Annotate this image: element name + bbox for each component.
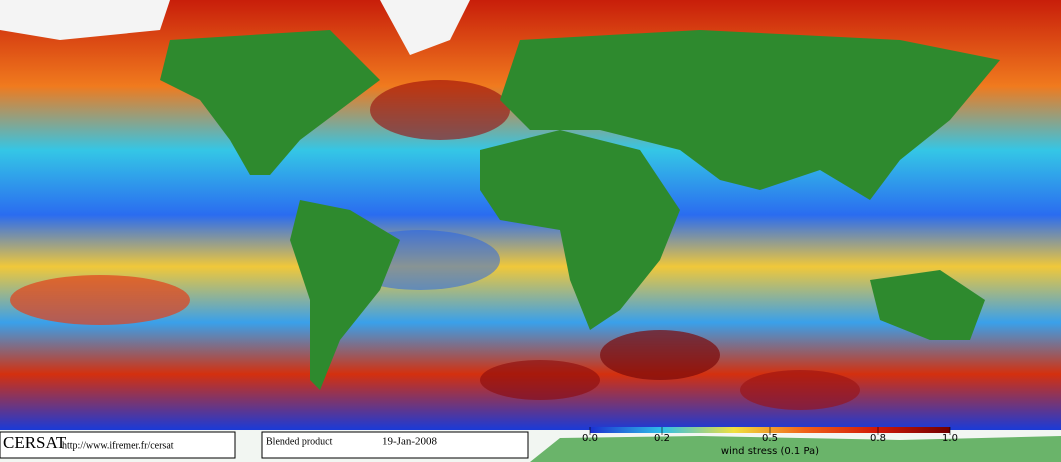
wind-field — [740, 370, 860, 410]
north-america — [160, 30, 380, 175]
wind-field — [370, 80, 510, 140]
product-box — [261, 431, 529, 459]
colorbar-label: wind stress (0.1 Pa) — [721, 446, 819, 457]
product: Blended product — [266, 436, 333, 447]
colorbar-tick-label: 1.0 — [942, 433, 958, 444]
eurasia — [500, 30, 1000, 200]
legend-bar: CERSAT http://www.ifremer.fr/cersat Blen… — [0, 427, 950, 459]
date: 19-Jan-2008 — [382, 436, 437, 448]
source-url: http://www.ifremer.fr/cersat — [62, 440, 174, 451]
australia — [870, 270, 985, 340]
antarctica-relief — [530, 436, 1061, 462]
colorbar-tick-label: 0.2 — [654, 433, 670, 444]
wind-field — [600, 330, 720, 380]
south-america — [290, 200, 400, 390]
africa — [480, 130, 680, 330]
wind-field — [480, 360, 600, 400]
colorbar-tick-label: 0.5 — [762, 433, 778, 444]
source-box — [0, 431, 236, 459]
colorbar-tick-label: 0.8 — [870, 433, 886, 444]
colorbar-tick-label: 0.0 — [582, 433, 598, 444]
wind-field — [10, 275, 190, 325]
greenland — [380, 0, 470, 55]
continents — [160, 30, 1000, 390]
arctic-ice — [0, 0, 170, 40]
logo: CERSAT — [3, 433, 67, 452]
